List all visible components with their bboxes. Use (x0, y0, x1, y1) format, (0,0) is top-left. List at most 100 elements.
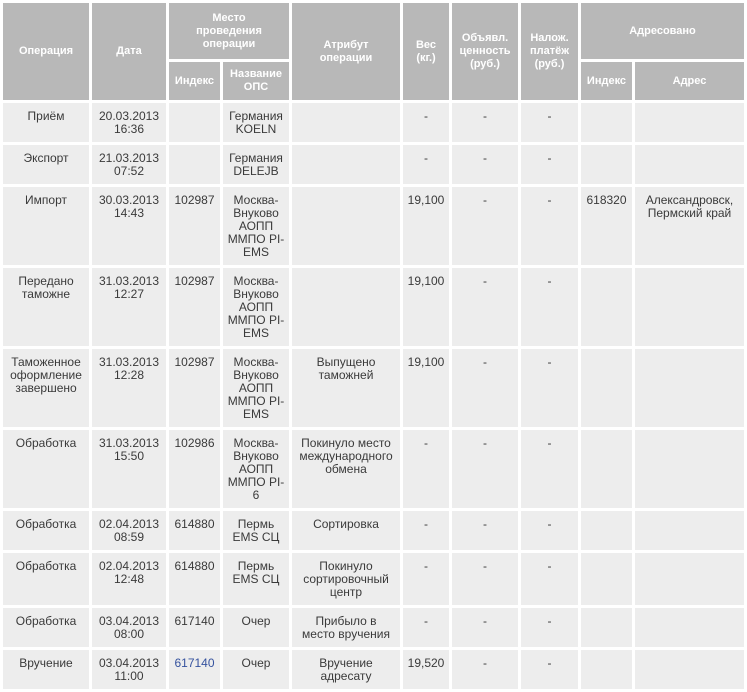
declared-value-cell: - (452, 103, 518, 142)
cod-cell: - (521, 103, 578, 142)
operation-cell: Вручение (3, 650, 89, 689)
operation-cell: Обработка (3, 430, 89, 508)
cod-cell: - (521, 650, 578, 689)
weight-cell: 19,100 (403, 349, 449, 427)
date-cell: 02.04.2013 12:48 (92, 553, 166, 605)
weight-cell: - (403, 511, 449, 550)
address-cell (635, 553, 744, 605)
place-index-cell: 614880 (169, 553, 220, 605)
declared-value-cell: - (452, 349, 518, 427)
place-name-cell: Москва- Внуково АОПП ММПО PI- EMS (223, 349, 289, 427)
addressed-index-cell (581, 268, 632, 346)
declared-value-cell: - (452, 430, 518, 508)
attribute-cell: Вручение адресату (292, 650, 400, 689)
weight-cell: 19,100 (403, 187, 449, 265)
cod-cell: - (521, 511, 578, 550)
operation-cell: Импорт (3, 187, 89, 265)
date-cell: 20.03.2013 16:36 (92, 103, 166, 142)
address-cell (635, 268, 744, 346)
col-header-addressed-group: Адресовано (581, 3, 744, 59)
col-header-attribute: Атрибут операции (292, 3, 400, 100)
addressed-index-cell (581, 349, 632, 427)
address-cell: Александровск, Пермский край (635, 187, 744, 265)
attribute-cell (292, 268, 400, 346)
cod-cell: - (521, 553, 578, 605)
date-cell: 21.03.2013 07:52 (92, 145, 166, 184)
place-name-cell: Москва- Внуково АОПП ММПО PI- EMS (223, 268, 289, 346)
attribute-cell: Прибыло в место вручения (292, 608, 400, 647)
col-header-weight: Вес (кг.) (403, 3, 449, 100)
operation-cell: Обработка (3, 553, 89, 605)
attribute-cell (292, 103, 400, 142)
addressed-index-cell (581, 430, 632, 508)
attribute-cell: Сортировка (292, 511, 400, 550)
date-cell: 31.03.2013 12:27 (92, 268, 166, 346)
place-index-cell: 102986 (169, 430, 220, 508)
declared-value-cell: - (452, 553, 518, 605)
weight-cell: 19,100 (403, 268, 449, 346)
operation-cell: Приём (3, 103, 89, 142)
date-cell: 30.03.2013 14:43 (92, 187, 166, 265)
declared-value-cell: - (452, 511, 518, 550)
declared-value-cell: - (452, 145, 518, 184)
table-row: Импорт 30.03.2013 14:43 102987 Москва- В… (3, 187, 744, 265)
addressed-index-cell (581, 608, 632, 647)
place-index-cell (169, 103, 220, 142)
operation-cell: Таможенное оформление завершено (3, 349, 89, 427)
col-header-operation: Операция (3, 3, 89, 100)
table-row: Обработка 31.03.2013 15:50 102986 Москва… (3, 430, 744, 508)
operation-cell: Обработка (3, 608, 89, 647)
date-cell: 03.04.2013 11:00 (92, 650, 166, 689)
col-header-addressed-address: Адрес (635, 62, 744, 100)
weight-cell: - (403, 553, 449, 605)
col-header-cod: Налож. платёж (руб.) (521, 3, 578, 100)
place-name-cell: Пермь EMS СЦ (223, 511, 289, 550)
address-cell (635, 349, 744, 427)
place-name-cell: Москва- Внуково АОПП ММПО PI- EMS (223, 187, 289, 265)
place-index-link[interactable]: 617140 (174, 656, 215, 670)
place-index-cell (169, 145, 220, 184)
address-cell (635, 103, 744, 142)
table-row: Обработка 03.04.2013 08:00 617140 Очер П… (3, 608, 744, 647)
place-name-cell: Очер (223, 650, 289, 689)
place-index-cell: 617140 (169, 650, 220, 689)
weight-cell: - (403, 430, 449, 508)
place-index-cell: 102987 (169, 268, 220, 346)
addressed-index-cell (581, 650, 632, 689)
operation-cell: Экспорт (3, 145, 89, 184)
place-index-cell: 614880 (169, 511, 220, 550)
address-cell (635, 650, 744, 689)
address-cell (635, 145, 744, 184)
place-name-cell: Германия KOELN (223, 103, 289, 142)
table-row: Обработка 02.04.2013 12:48 614880 Пермь … (3, 553, 744, 605)
col-header-place-index: Индекс (169, 62, 220, 100)
addressed-index-cell (581, 511, 632, 550)
cod-cell: - (521, 430, 578, 508)
operation-cell: Передано таможне (3, 268, 89, 346)
weight-cell: 19,520 (403, 650, 449, 689)
place-index-cell: 617140 (169, 608, 220, 647)
date-cell: 31.03.2013 12:28 (92, 349, 166, 427)
weight-cell: - (403, 145, 449, 184)
place-name-cell: Пермь EMS СЦ (223, 553, 289, 605)
cod-cell: - (521, 145, 578, 184)
addressed-index-cell (581, 145, 632, 184)
table-header: Операция Дата Место проведения операции … (3, 3, 744, 100)
address-cell (635, 608, 744, 647)
table-row: Обработка 02.04.2013 08:59 614880 Пермь … (3, 511, 744, 550)
date-cell: 02.04.2013 08:59 (92, 511, 166, 550)
table-row: Вручение 03.04.2013 11:00 617140 Очер Вр… (3, 650, 744, 689)
attribute-cell (292, 187, 400, 265)
place-name-cell: Москва- Внуково АОПП ММПО PI- 6 (223, 430, 289, 508)
weight-cell: - (403, 103, 449, 142)
table-row: Экспорт 21.03.2013 07:52 Германия DELEJB… (3, 145, 744, 184)
cod-cell: - (521, 608, 578, 647)
declared-value-cell: - (452, 268, 518, 346)
col-header-place-name: Название ОПС (223, 62, 289, 100)
cod-cell: - (521, 187, 578, 265)
declared-value-cell: - (452, 608, 518, 647)
declared-value-cell: - (452, 187, 518, 265)
address-cell (635, 430, 744, 508)
declared-value-cell: - (452, 650, 518, 689)
